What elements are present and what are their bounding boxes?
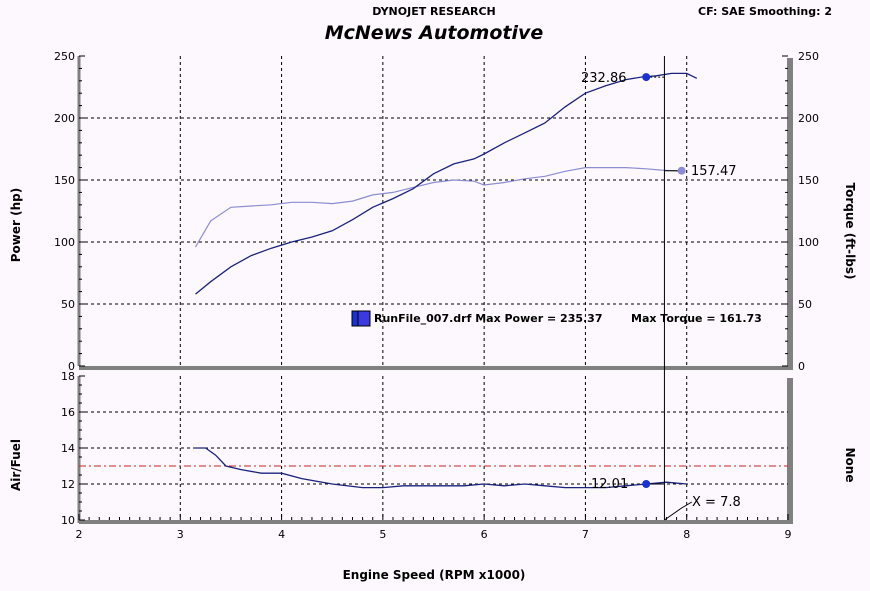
tick-label-power: 0 (68, 360, 75, 373)
tick-label-power: 250 (54, 50, 75, 63)
tick-label-afr: 10 (61, 514, 75, 527)
torque-marker (677, 166, 686, 175)
tick-label-afr: 18 (61, 370, 75, 383)
tick-label-power: 150 (54, 174, 75, 187)
power-axis-label: Power (hp) (9, 188, 23, 262)
settings-label: CF: SAE Smoothing: 2 (698, 5, 832, 18)
cursor-x-value: X = 7.8 (692, 495, 741, 510)
legend-max-torque: Max Torque = 161.73 (631, 312, 762, 325)
tick-label-torque: 50 (798, 298, 812, 311)
torque-axis-label: Torque (ft-lbs) (843, 183, 857, 280)
tick-label-afr: 12 (61, 478, 75, 491)
tick-label-torque: 150 (798, 174, 819, 187)
company-label: DYNOJET RESEARCH (372, 5, 495, 18)
tick-label-torque: 250 (798, 50, 819, 63)
tick-label-rpm: 4 (278, 528, 285, 541)
cursor-power-value: 232.86 (581, 71, 627, 86)
cursor-torque-value: 157.47 (691, 164, 737, 179)
tick-label-rpm: 6 (481, 528, 488, 541)
tick-label-rpm: 9 (785, 528, 792, 541)
power-line (195, 72, 698, 295)
axis-ticks: 0 0 50 50 100 100 150 150 200 200 250 250 10 12 14 16 18… (54, 50, 819, 541)
tick-label-power: 200 (54, 112, 75, 125)
x-axis-label: Engine Speed (RPM x1000) (343, 568, 526, 582)
x-cursor-leader (664, 501, 693, 521)
plot-frames (77, 56, 793, 524)
legend: RunFile_007.drf Max Power = 235.37 Max T… (351, 310, 762, 327)
none-axis-label: None (843, 448, 857, 483)
grid-lines (79, 56, 788, 520)
tick-label-rpm: 8 (683, 528, 690, 541)
data-series (79, 56, 788, 521)
power-marker (642, 73, 651, 82)
tick-label-rpm: 2 (76, 528, 83, 541)
torque-line (194, 167, 682, 248)
afr-marker (642, 480, 651, 488)
tick-label-rpm: 7 (582, 528, 589, 541)
tick-label-torque: 200 (798, 112, 819, 125)
legend-entry: RunFile_007.drf Max Power = 235.37 (374, 312, 603, 325)
tick-label-torque: 100 (798, 236, 819, 249)
legend-swatch-right (357, 310, 371, 327)
tick-label-rpm: 3 (177, 528, 184, 541)
tick-label-afr: 14 (61, 442, 75, 455)
tick-label-power: 50 (61, 298, 75, 311)
tick-label-torque: 0 (798, 360, 805, 373)
afr-axis-label: Air/Fuel (9, 439, 23, 491)
tick-label-power: 100 (54, 236, 75, 249)
afr-line (195, 447, 687, 489)
cursor-afr-value: 12.01 (591, 477, 628, 492)
tick-label-afr: 16 (61, 406, 75, 419)
tick-label-rpm: 5 (379, 528, 386, 541)
chart-title: McNews Automotive (325, 22, 544, 44)
legend-swatch-left (351, 310, 359, 327)
